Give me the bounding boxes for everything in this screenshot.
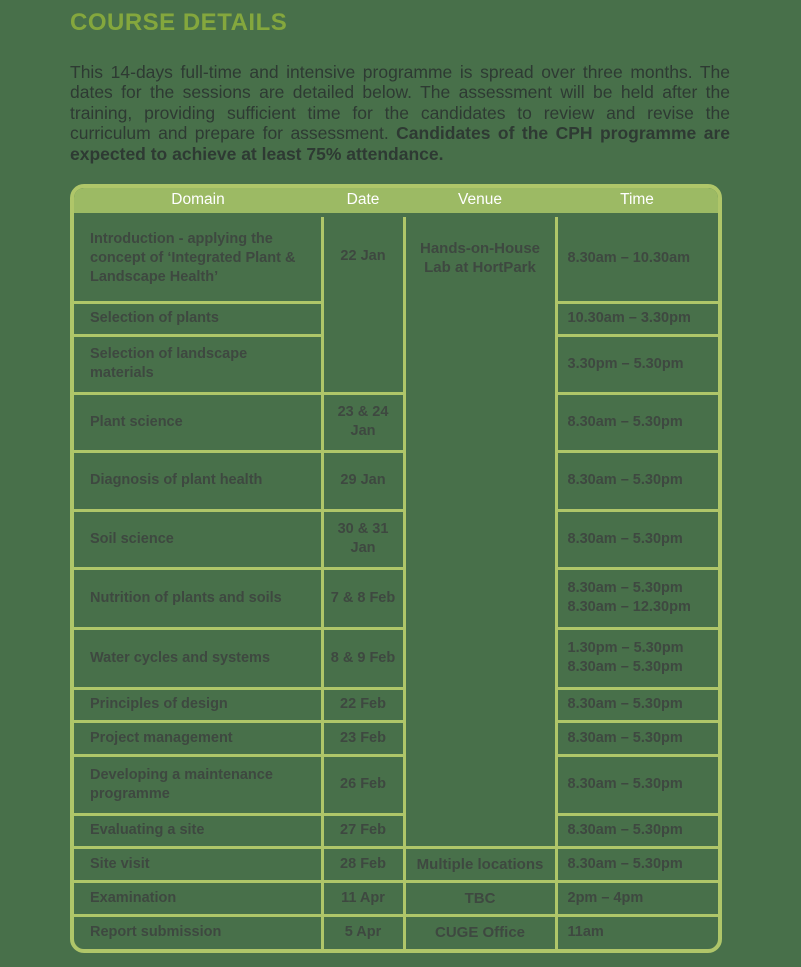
- venue-cell: Hands-on-House Lab at HortPark: [402, 215, 558, 849]
- domain-cell: Project management: [74, 719, 324, 757]
- table-row: Site visit 28 Feb Multiple locations 8.30am…: [74, 845, 718, 883]
- date-cell: 29 Jan: [320, 449, 406, 512]
- domain-cell: Water cycles and systems: [74, 626, 324, 690]
- date-cell: 22 Jan: [320, 215, 406, 395]
- date-cell: 5 Apr: [320, 913, 406, 950]
- time-line: 8.30am – 10.30am: [567, 250, 691, 267]
- domain-cell: Selection of landscape materials: [74, 333, 324, 395]
- venue-cell: CUGE Office: [402, 913, 558, 950]
- table-row: Selection of plants 10.30am – 3.30pm: [74, 300, 718, 337]
- time-line: 1.30pm – 5.30pm: [567, 640, 684, 657]
- time-cell: 8.30am – 5.30pm 8.30am – 12.30pm: [554, 566, 718, 630]
- table-row: Report submission 5 Apr CUGE Office 11am: [74, 913, 718, 950]
- header-date: Date: [322, 188, 404, 218]
- time-cell: 1.30pm – 5.30pm 8.30am – 5.30pm: [554, 626, 718, 690]
- domain-cell: Soil science: [74, 508, 324, 570]
- table-row: Soil science 30 & 31 Jan 8.30am – 5.30pm: [74, 508, 718, 570]
- time-cell: 11am: [554, 913, 718, 950]
- time-cell: 3.30pm – 5.30pm: [554, 333, 718, 395]
- domain-cell: Examination: [74, 879, 324, 917]
- date-cell: 26 Feb: [320, 753, 406, 816]
- page-title: COURSE DETAILS: [70, 9, 288, 36]
- domain-cell: Nutrition of plants and soils: [74, 566, 324, 630]
- time-line: 8.30am – 5.30pm: [567, 580, 683, 597]
- venue-cell: TBC: [402, 879, 558, 917]
- domain-cell: Report submission: [74, 913, 324, 950]
- table-row: Principles of design 22 Feb 8.30am – 5.30p…: [74, 686, 718, 723]
- table-row: Selection of landscape materials 3.30pm –…: [74, 333, 718, 395]
- time-cell: 8.30am – 5.30pm: [554, 508, 718, 570]
- date-cell: 11 Apr: [320, 879, 406, 917]
- time-line: 8.30am – 5.30pm: [567, 729, 683, 746]
- time-line: 8.30am – 5.30pm: [567, 472, 683, 489]
- time-cell: 8.30am – 10.30am: [554, 215, 718, 304]
- time-line: 8.30am – 5.30pm: [567, 776, 683, 793]
- time-line: 3.30pm – 5.30pm: [567, 355, 684, 372]
- table-row: Diagnosis of plant health 29 Jan 8.30am – …: [74, 449, 718, 512]
- table-row: Project management 23 Feb 8.30am – 5.30pm: [74, 719, 718, 757]
- domain-cell: Developing a maintenance programme: [74, 753, 324, 816]
- time-line: 2pm – 4pm: [567, 889, 644, 906]
- time-cell: 10.30am – 3.30pm: [554, 300, 718, 337]
- domain-cell: Introduction - applying the concept of ‘…: [74, 215, 324, 304]
- header-venue: Venue: [404, 188, 556, 218]
- time-line: 10.30am – 3.30pm: [567, 310, 691, 327]
- intro-paragraph: This 14-days full-time and intensive pro…: [70, 62, 730, 164]
- time-cell: 8.30am – 5.30pm: [554, 449, 718, 512]
- time-line: 8.30am – 5.30pm: [567, 822, 683, 839]
- time-line: 11am: [567, 924, 604, 941]
- date-cell: 23 Feb: [320, 719, 406, 757]
- time-line: 8.30am – 12.30pm: [567, 599, 691, 616]
- time-line: 8.30am – 5.30pm: [567, 659, 683, 676]
- domain-cell: Plant science: [74, 391, 324, 453]
- header-time: Time: [556, 188, 718, 218]
- page: COURSE DETAILS This 14-days full-time an…: [0, 10, 801, 967]
- time-line: 8.30am – 5.30pm: [567, 855, 683, 872]
- schedule-table: Domain Date Venue Time Introduction - ap…: [74, 188, 718, 950]
- table-row: Plant science 23 & 24 Jan 8.30am – 5.30pm: [74, 391, 718, 453]
- domain-cell: Site visit: [74, 845, 324, 883]
- time-cell: 8.30am – 5.30pm: [554, 686, 718, 723]
- time-cell: 8.30am – 5.30pm: [554, 845, 718, 883]
- time-line: 8.30am – 5.30pm: [567, 530, 683, 547]
- date-cell: 23 & 24 Jan: [320, 391, 406, 453]
- date-cell: 27 Feb: [320, 812, 406, 849]
- header-domain: Domain: [74, 188, 322, 218]
- table-row: Water cycles and systems 8 & 9 Feb 1.30pm …: [74, 626, 718, 690]
- time-line: 8.30am – 5.30pm: [567, 413, 683, 430]
- table-row: Examination 11 Apr TBC 2pm – 4pm: [74, 879, 718, 917]
- time-cell: 2pm – 4pm: [554, 879, 718, 917]
- intro-bold-text: Candidates of the CPH programme are expe…: [70, 123, 730, 164]
- table-row: Nutrition of plants and soils 7 & 8 Feb 8.…: [74, 566, 718, 630]
- time-cell: 8.30am – 5.30pm: [554, 719, 718, 757]
- date-cell: 28 Feb: [320, 845, 406, 883]
- table-row: Developing a maintenance programme 26 Feb…: [74, 753, 718, 816]
- time-cell: 8.30am – 5.30pm: [554, 753, 718, 816]
- intro-text: This 14-days full-time and intensive pro…: [70, 62, 730, 144]
- domain-cell: Evaluating a site: [74, 812, 324, 849]
- time-cell: 8.30am – 5.30pm: [554, 391, 718, 453]
- table-row: Evaluating a site 27 Feb 8.30am – 5.30pm: [74, 812, 718, 849]
- table-row: Introduction - applying the concept of ‘…: [74, 215, 718, 849]
- venue-cell: Multiple locations: [402, 845, 558, 883]
- domain-cell: Principles of design: [74, 686, 324, 723]
- date-cell: 30 & 31 Jan: [320, 508, 406, 570]
- date-cell: 8 & 9 Feb: [320, 626, 406, 690]
- domain-cell: Diagnosis of plant health: [74, 449, 324, 512]
- time-line: 8.30am – 5.30pm: [567, 696, 683, 713]
- date-cell: 22 Feb: [320, 686, 406, 723]
- time-cell: 8.30am – 5.30pm: [554, 812, 718, 849]
- date-cell: 7 & 8 Feb: [320, 566, 406, 630]
- course-schedule-table: Domain Date Venue Time Introduction - ap…: [70, 184, 722, 954]
- domain-cell: Selection of plants: [74, 300, 324, 337]
- table-header-row: Domain Date Venue Time: [74, 188, 718, 218]
